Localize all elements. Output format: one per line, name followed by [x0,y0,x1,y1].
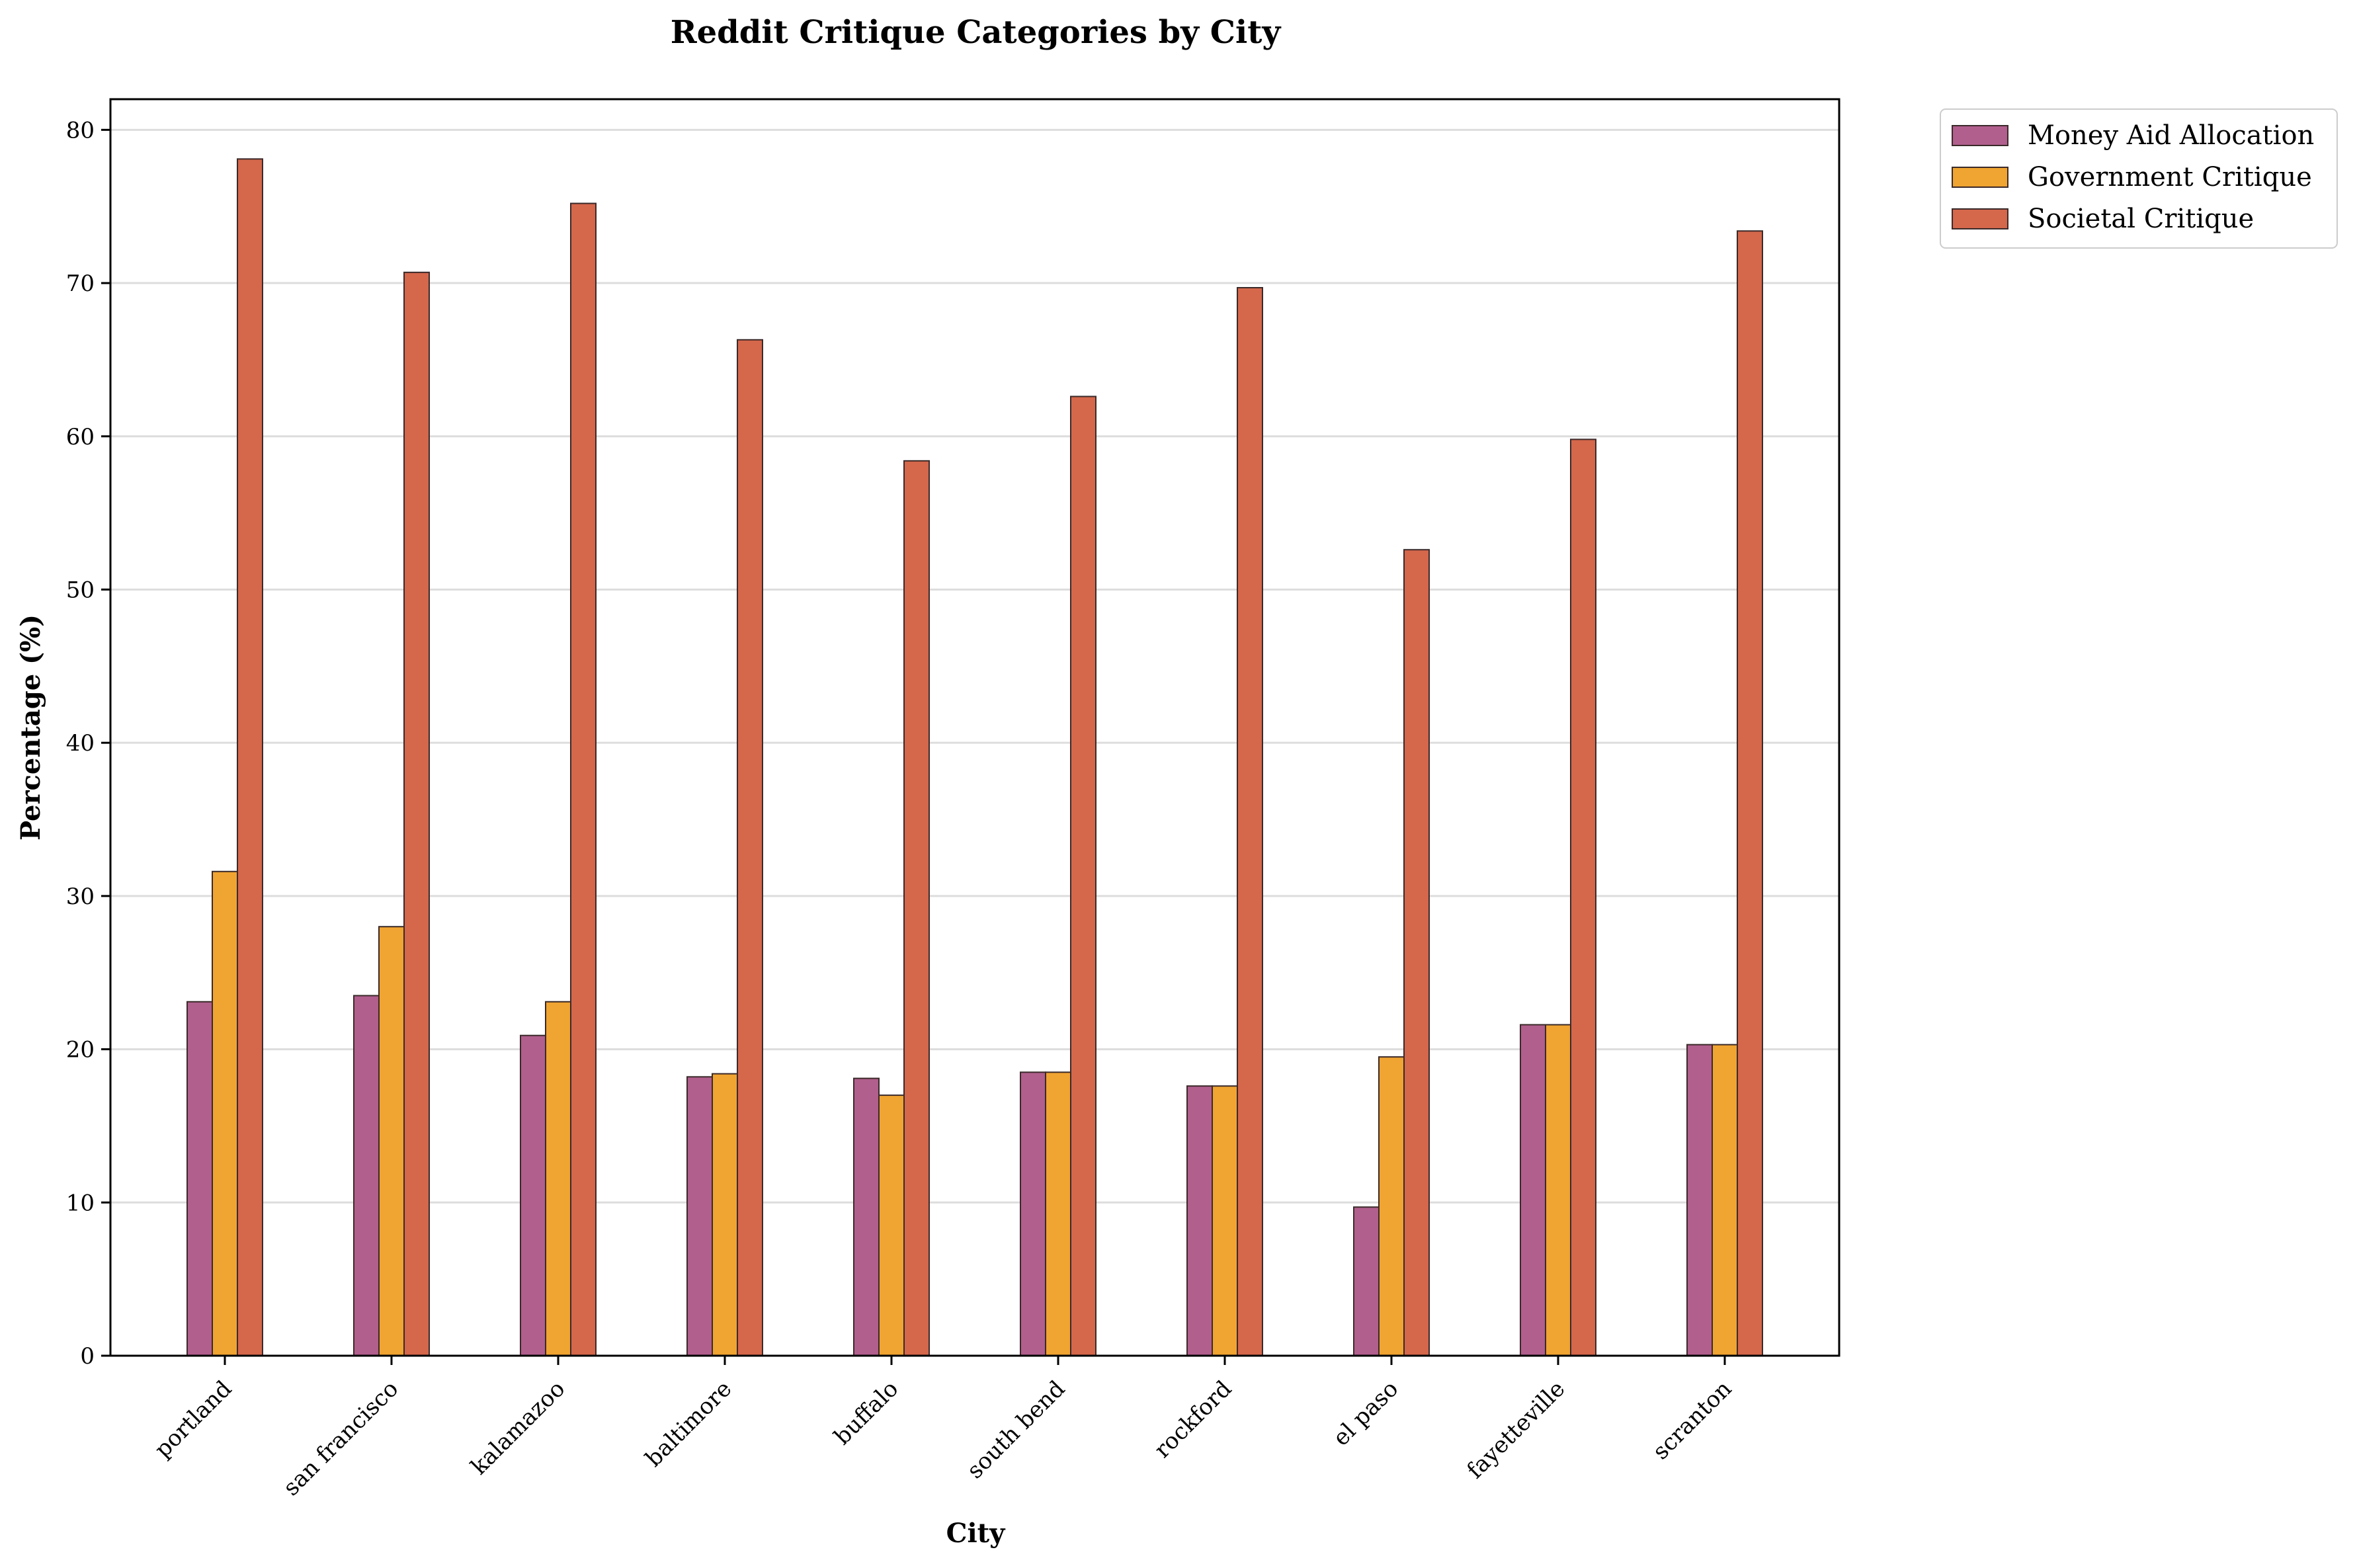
y-tick-label: 0 [80,1343,95,1370]
bar [853,1077,880,1356]
legend-swatch [1952,208,2008,229]
legend-swatch [1952,125,2008,146]
x-tick-label: portland [149,1376,237,1463]
bar [1712,1044,1738,1356]
bar [878,1094,905,1356]
bar [378,926,405,1356]
legend-swatch [1952,167,2008,188]
bar [186,1001,213,1356]
legend-frame [1940,108,2338,249]
legend: Money Aid Allocation Government Critique S… [1940,108,2338,249]
x-axis-ticks: portland san francisco kalamazoo baltimore b… [149,1356,1737,1501]
x-tick-label: kalamazoo [466,1376,570,1480]
bars [186,158,1763,1357]
y-tick-label: 40 [66,730,95,757]
bar [545,1001,571,1356]
x-tick-label: buffalo [829,1376,904,1450]
bar [1403,549,1430,1356]
bar [1737,230,1763,1356]
bar [1020,1071,1046,1356]
y-tick-label: 50 [66,577,95,603]
bar [903,460,930,1357]
x-tick-label: scranton [1647,1376,1737,1465]
bar [1378,1056,1405,1357]
bar [737,339,763,1356]
bar [1686,1044,1713,1356]
plot-frame [109,98,1840,1357]
chart-title: Reddit Critique Categories by City [671,14,1282,51]
y-tick-label: 30 [66,884,95,910]
bar [1570,438,1596,1356]
y-axis-label: Percentage (%) [15,614,46,841]
x-tick-label: rockford [1149,1376,1237,1464]
bar [1520,1024,1546,1356]
bar [1212,1085,1238,1356]
x-tick-label: san francisco [278,1376,404,1501]
bar [1545,1024,1571,1356]
y-tick-label: 80 [66,117,95,144]
bar [1070,395,1096,1356]
y-tick-label: 70 [66,270,95,297]
x-tick-label: fayetteville [1462,1376,1571,1484]
bar [570,202,597,1356]
bar [1353,1206,1380,1356]
y-axis-ticks: 0 10 20 30 40 50 60 70 80 [66,117,110,1370]
legend-entry-label: Societal Critique [2028,204,2254,234]
x-tick-label: baltimore [640,1376,737,1472]
legend-entry-label: Money Aid Allocation [2028,120,2314,151]
x-tick-label: south bend [962,1376,1071,1484]
bar [1045,1071,1071,1356]
bar [1237,287,1263,1356]
y-tick-label: 60 [66,424,95,450]
bar [712,1073,738,1357]
y-tick-label: 20 [66,1037,95,1063]
bar [403,271,430,1357]
bar [1186,1085,1213,1356]
x-axis-label: City [946,1518,1007,1549]
bar [520,1034,546,1356]
bar [686,1076,713,1357]
bar [212,870,238,1357]
x-tick-label: el paso [1328,1376,1403,1451]
bar [353,995,380,1356]
bar [237,158,263,1357]
legend-entry-label: Government Critique [2028,162,2312,192]
y-tick-label: 10 [66,1190,95,1216]
